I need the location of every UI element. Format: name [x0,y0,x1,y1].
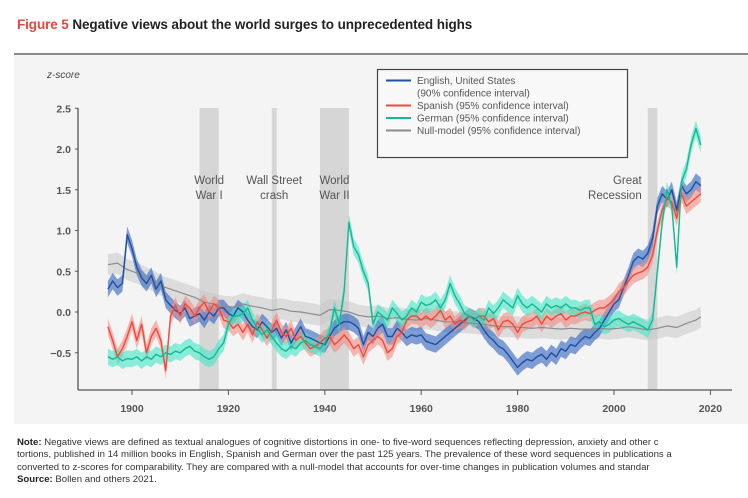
event-label: Great [613,175,643,187]
x-tick-label: 1940 [313,403,337,415]
note-line-2: tortions, published in 14 million books … [17,449,672,461]
legend-label: Null-model (95% confidence interval) [417,126,580,137]
note-text-1: Negative views are defined as textual an… [44,437,659,448]
legend-label: German (95% confidence interval) [417,114,569,125]
y-axis-label: z-score [46,70,80,81]
x-tick-label: 1920 [217,403,241,415]
x-tick-label: 1960 [410,403,434,415]
confidence-bands [107,120,701,379]
series-line-spanish [107,193,702,372]
event-label: War I [196,190,223,202]
top-rule [14,53,748,55]
event-label: World [194,175,224,187]
event-label: Recession [588,190,642,202]
legend-label: (90% confidence interval) [417,89,530,100]
note-line-1: Note: Negative views are defined as text… [17,437,748,449]
y-tick-label: 1.0 [56,226,71,238]
series-lines [107,127,702,372]
event-label: Wall Street [246,175,303,187]
legend: English, United States (90% confidence in… [376,68,629,159]
y-tick-label: 1.5 [56,185,71,197]
source-line: Source: Bollen and others 2021. [17,474,748,486]
legend-label: English, United States [417,76,515,87]
y-tick-label: 0.5 [56,266,71,278]
source-label: Source: [17,474,53,486]
event-band [271,108,277,390]
legend-label: Spanish (95% confidence interval) [417,101,569,112]
legend-box [376,68,629,159]
series-line-german [107,127,702,362]
figure-number: Figure 5 [17,17,69,32]
y-tick-label: −0.5 [50,348,71,360]
y-tick-label: 2.0 [56,144,71,156]
x-tick-label: 1980 [506,403,530,415]
event-label: World [320,175,350,187]
note-line-3: converted to z-scores for comparability.… [17,461,650,473]
x-tick-label: 2020 [699,403,723,415]
figure-title: Figure 5 Negative views about the world … [17,17,472,32]
figure-title-text: Negative views about the world surges to… [72,17,473,32]
notes-block: Note: Negative views are defined as text… [17,437,748,487]
note-label: Note: [17,437,42,448]
axes: z-score 2.5 2.0 1.5 1.0 0.5 0.0 −0.5 1900 1920 19… [46,70,732,415]
source-text: Bollen and others 2021. [55,474,157,486]
x-tick-label: 1900 [120,403,144,415]
y-tick-label: 0.0 [56,307,71,319]
event-label: War II [319,190,349,202]
y-tick-label: 2.5 [56,103,71,115]
event-label: crash [260,190,288,202]
x-tick-label: 2000 [602,403,626,415]
